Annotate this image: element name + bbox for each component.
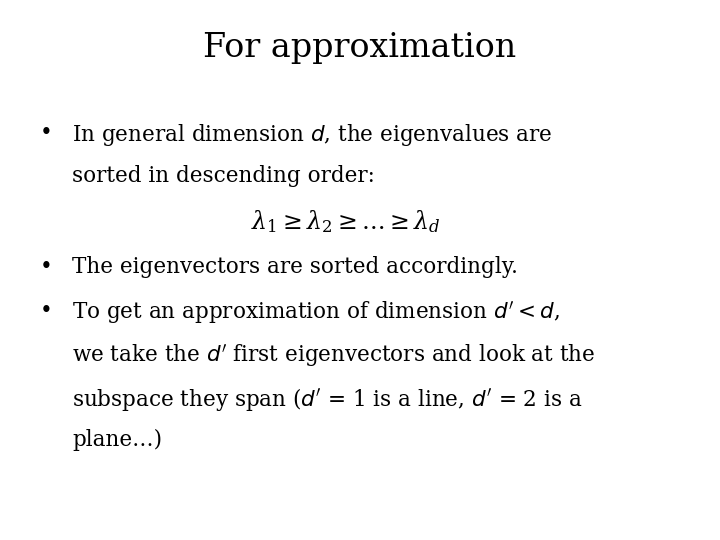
Text: sorted in descending order:: sorted in descending order:: [72, 165, 375, 187]
Text: To get an approximation of dimension $d' < d$,: To get an approximation of dimension $d'…: [72, 300, 560, 326]
Text: •: •: [40, 256, 53, 279]
Text: •: •: [40, 122, 53, 144]
Text: In general dimension $d$, the eigenvalues are: In general dimension $d$, the eigenvalue…: [72, 122, 552, 147]
Text: •: •: [40, 300, 53, 322]
Text: we take the $d'$ first eigenvectors and look at the: we take the $d'$ first eigenvectors and …: [72, 343, 595, 369]
Text: The eigenvectors are sorted accordingly.: The eigenvectors are sorted accordingly.: [72, 256, 518, 279]
Text: plane…): plane…): [72, 429, 162, 451]
Text: $\lambda_1 \geq \lambda_2 \geq \ldots \geq \lambda_d$: $\lambda_1 \geq \lambda_2 \geq \ldots \g…: [251, 208, 441, 235]
Text: subspace they span ($d'$ = 1 is a line, $d'$ = 2 is a: subspace they span ($d'$ = 1 is a line, …: [72, 386, 582, 413]
Text: For approximation: For approximation: [204, 32, 516, 64]
